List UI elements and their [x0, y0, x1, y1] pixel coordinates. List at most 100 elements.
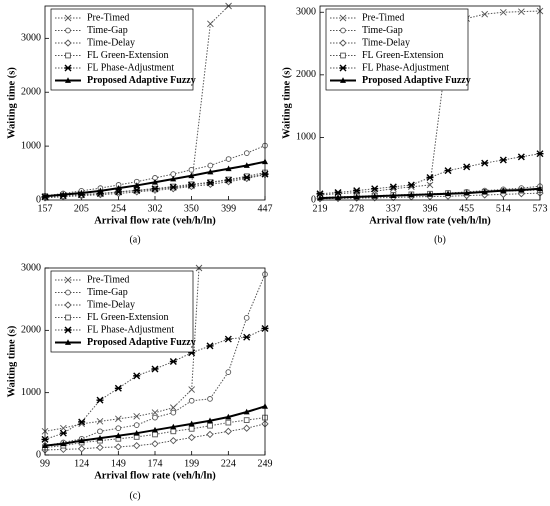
marker	[133, 182, 140, 188]
x-axis-title: Arrival flow rate (veh/h/ln)	[94, 215, 216, 226]
legend-marker	[64, 301, 72, 309]
marker	[225, 165, 232, 172]
marker	[169, 183, 177, 191]
legend-box	[50, 8, 194, 91]
marker	[115, 184, 122, 191]
marker	[115, 425, 122, 432]
legend-label: Time-Delay	[87, 37, 135, 48]
legend-label: Pre-Timed	[87, 12, 129, 23]
marker	[188, 425, 195, 432]
legend-label: Pre-Timed	[362, 12, 404, 23]
y-tick-label: 2000	[21, 87, 41, 98]
legend-marker	[339, 14, 347, 22]
x-tick-label: 573	[533, 203, 548, 214]
marker	[371, 193, 378, 199]
marker	[78, 418, 86, 426]
marker	[188, 397, 195, 404]
y-tick-label: 0	[311, 194, 316, 205]
x-axis-title: Arrival flow rate (veh/h/ln)	[369, 215, 491, 226]
marker	[133, 413, 140, 420]
series-line	[45, 268, 200, 432]
marker	[481, 10, 489, 18]
marker	[481, 188, 488, 195]
legend-marker	[65, 289, 71, 296]
legend-label: Time-Gap	[87, 25, 128, 36]
marker	[59, 429, 67, 437]
x-tick-label: 337	[386, 203, 401, 214]
y-tick-label: 3000	[21, 33, 41, 44]
marker	[78, 189, 85, 196]
marker	[170, 175, 177, 182]
series-line	[320, 153, 540, 195]
marker	[481, 159, 489, 167]
marker	[427, 191, 433, 197]
marker	[170, 404, 177, 411]
marker	[206, 430, 214, 439]
marker	[243, 417, 250, 423]
x-tick-label: 124	[74, 458, 89, 469]
marker	[151, 365, 159, 373]
marker	[426, 181, 434, 189]
chart: 0 1000 2000 3000 157 205 254 302 350 399 447 Arriva…	[6, 2, 273, 245]
marker	[115, 432, 122, 439]
marker	[499, 156, 507, 164]
legend-label: FL Green-Extension	[362, 50, 444, 61]
legend-marker	[340, 52, 346, 59]
marker	[207, 20, 214, 28]
x-tick-label: 514	[496, 203, 511, 214]
legend-marker	[65, 314, 71, 321]
x-tick-label: 174	[148, 458, 163, 469]
legend-marker	[65, 339, 71, 345]
marker	[188, 433, 196, 442]
legend-label: Time-Gap	[362, 25, 403, 36]
marker	[444, 167, 452, 175]
x-tick-label: 249	[258, 458, 273, 469]
legend-box	[50, 270, 194, 353]
marker	[445, 190, 452, 197]
marker	[114, 384, 122, 392]
marker	[133, 422, 140, 428]
legend-label: FL Phase-Adjustment	[362, 62, 449, 73]
marker	[207, 417, 213, 424]
legend-box	[325, 8, 469, 91]
marker	[78, 445, 86, 453]
marker	[60, 440, 67, 447]
marker	[243, 173, 250, 180]
marker	[152, 179, 158, 185]
legend-label: FL Green-Extension	[87, 50, 169, 61]
marker	[224, 335, 232, 343]
marker	[152, 431, 158, 438]
legend-marker	[64, 64, 72, 72]
marker	[353, 193, 360, 200]
x-tick-label: 157	[38, 203, 53, 214]
y-tick-label: 3000	[296, 7, 316, 18]
marker	[206, 342, 214, 350]
x-tick-label: 224	[221, 458, 236, 469]
legend-marker	[64, 326, 72, 334]
panel-label: (b)	[434, 234, 446, 245]
marker	[225, 413, 232, 420]
x-tick-label: 219	[313, 203, 328, 214]
legend-label: Time-Delay	[362, 37, 410, 48]
y-axis-title: Waiting time (s)	[6, 67, 17, 139]
marker	[152, 414, 158, 421]
marker	[170, 428, 177, 435]
legend-label: Proposed Adaptive Fuzzy	[87, 337, 196, 348]
legend-label: Proposed Adaptive Fuzzy	[87, 75, 196, 86]
marker	[225, 419, 232, 426]
x-tick-label: 455	[459, 203, 474, 214]
x-tick-label: 302	[148, 203, 163, 214]
x-tick-label: 254	[111, 203, 126, 214]
marker	[407, 181, 415, 189]
marker	[500, 187, 507, 194]
x-tick-label: 350	[184, 203, 199, 214]
x-tick-label: 205	[74, 203, 89, 214]
marker	[225, 176, 233, 184]
marker	[187, 181, 195, 189]
marker	[133, 442, 141, 450]
marker	[207, 396, 213, 402]
chart: 0 1000 2000 3000 219 278 337 396 455 514 573 Arriva…	[281, 5, 548, 245]
marker	[206, 179, 214, 187]
